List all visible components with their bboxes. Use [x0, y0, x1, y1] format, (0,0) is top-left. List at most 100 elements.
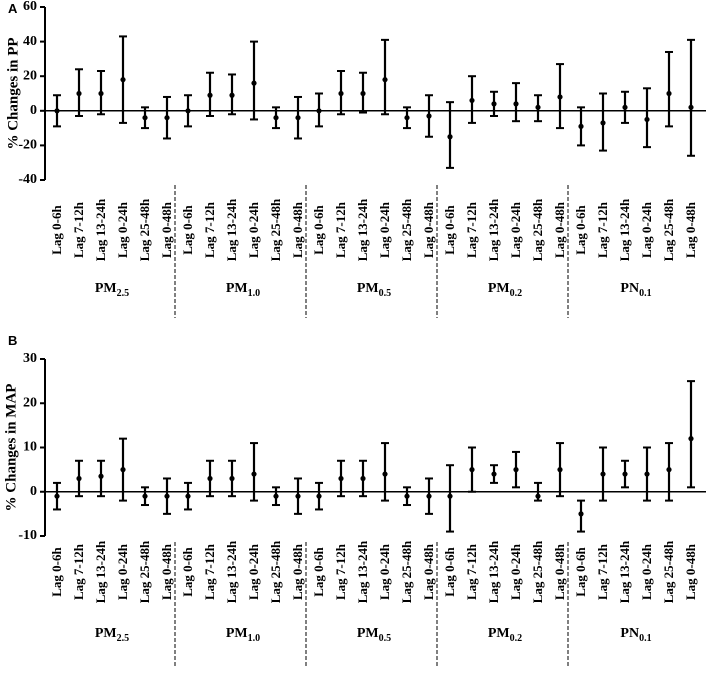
point-estimate: [513, 101, 519, 107]
x-tick-label: Lag 0-48h: [421, 201, 436, 258]
x-tick-label: Lag 0-24h: [508, 201, 523, 258]
point-estimate: [273, 115, 279, 121]
group-label: PM0.5: [357, 281, 391, 299]
point-estimate: [229, 475, 235, 482]
group-label: PN0.1: [620, 626, 651, 644]
group-label-sub: 0.2: [510, 288, 523, 299]
point-estimate: [600, 120, 606, 126]
x-tick-label: Lag 0-48h: [683, 201, 698, 258]
group-label-sub: 0.5: [379, 288, 392, 299]
x-tick-label: Lag 25-48h: [268, 540, 283, 603]
group-label-main: PN: [620, 281, 639, 296]
y-tick-label: 40: [23, 34, 37, 49]
point-estimate: [76, 475, 82, 482]
x-tick-label: Lag 7-12h: [595, 201, 610, 258]
y-tick-label: 0: [30, 484, 37, 499]
x-tick-label: Lag 0-24h: [115, 201, 130, 258]
point-estimate: [644, 116, 650, 123]
x-tick-label: Lag 0-48h: [159, 201, 174, 258]
point-estimate: [535, 104, 541, 110]
group-label-sub: 0.2: [510, 633, 523, 644]
x-tick-label: Lag 13-24h: [617, 540, 632, 603]
x-tick-label: Lag 13-24h: [617, 198, 632, 261]
x-tick-label: Lag 0-24h: [246, 201, 261, 258]
y-tick-label: 0: [30, 103, 37, 118]
x-tick-label: Lag 0-6h: [180, 204, 195, 254]
x-tick-label: Lag 13-24h: [224, 198, 239, 261]
x-tick-label: Lag 7-12h: [202, 543, 217, 600]
x-tick-label: Lag 25-48h: [137, 540, 152, 603]
x-tick-label: Lag 25-48h: [268, 198, 283, 261]
x-tick-label: Lag 7-12h: [202, 201, 217, 258]
x-tick-label: Lag 25-48h: [661, 540, 676, 603]
x-tick-label: Lag 0-48h: [552, 543, 567, 600]
x-tick-label: Lag 7-12h: [464, 543, 479, 600]
point-estimate: [535, 493, 541, 499]
group-label-sub: 2.5: [117, 288, 130, 299]
group-label-main: PM: [226, 626, 248, 641]
point-estimate: [185, 108, 191, 114]
group-label: PM1.0: [226, 626, 260, 644]
x-tick-label: Lag 0-24h: [377, 201, 392, 258]
x-tick-label: Lag 13-24h: [224, 540, 239, 603]
x-tick-label: Lag 7-12h: [333, 201, 348, 258]
point-estimate: [469, 467, 475, 473]
y-tick-label: 10: [23, 440, 37, 455]
point-estimate: [54, 108, 60, 114]
y-tick-label: 20: [23, 68, 37, 83]
point-estimate: [382, 471, 388, 477]
x-tick-label: Lag 0-48h: [683, 543, 698, 600]
point-estimate: [295, 115, 301, 121]
point-estimate: [98, 473, 104, 479]
x-tick-label: Lag 7-12h: [464, 201, 479, 258]
point-estimate: [622, 104, 628, 110]
x-tick-label: Lag 0-48h: [159, 543, 174, 600]
x-tick-label: Lag 0-24h: [377, 543, 392, 600]
point-estimate: [98, 90, 104, 97]
point-estimate: [469, 97, 475, 104]
y-tick-label: -10: [18, 528, 37, 543]
x-tick-label: Lag 0-6h: [311, 546, 326, 596]
group-label: PM2.5: [95, 626, 129, 644]
point-estimate: [142, 115, 148, 121]
x-tick-label: Lag 0-6h: [49, 546, 64, 596]
group-label-main: PM: [357, 281, 379, 296]
x-tick-label: Lag 0-48h: [290, 201, 305, 258]
group-label-sub: 0.5: [379, 633, 392, 644]
x-tick-label: Lag 0-6h: [311, 204, 326, 254]
group-label-main: PM: [488, 626, 510, 641]
group-label-main: PM: [95, 626, 117, 641]
group-label-sub: 0.1: [639, 633, 652, 644]
point-estimate: [120, 467, 126, 473]
y-tick-label: 20: [23, 395, 37, 410]
group-label-sub: 0.1: [639, 288, 652, 299]
point-estimate: [142, 493, 148, 499]
point-estimate: [207, 475, 213, 482]
x-tick-label: Lag 0-6h: [573, 546, 588, 596]
x-tick-label: Lag 13-24h: [355, 540, 370, 603]
x-tick-label: Lag 25-48h: [530, 198, 545, 261]
point-estimate: [185, 493, 191, 499]
y-tick-label: -20: [18, 138, 37, 153]
group-label-main: PM: [357, 626, 379, 641]
x-tick-label: Lag 13-24h: [355, 198, 370, 261]
point-estimate: [251, 80, 257, 86]
x-tick-label: Lag 25-48h: [399, 198, 414, 261]
point-estimate: [273, 493, 279, 499]
y-tick-label: -40: [18, 172, 37, 187]
group-label: PN0.1: [620, 281, 651, 299]
point-estimate: [295, 493, 301, 499]
x-tick-label: Lag 13-24h: [486, 540, 501, 603]
x-tick-label: Lag 0-6h: [442, 546, 457, 596]
point-estimate: [338, 90, 344, 97]
point-estimate: [578, 511, 584, 517]
point-estimate: [666, 90, 672, 97]
x-tick-label: Lag 0-48h: [290, 543, 305, 600]
group-label-sub: 2.5: [117, 633, 130, 644]
point-estimate: [164, 115, 170, 121]
x-tick-label: Lag 25-48h: [530, 540, 545, 603]
x-tick-label: Lag 7-12h: [595, 543, 610, 600]
point-estimate: [360, 90, 366, 97]
x-tick-label: Lag 0-24h: [246, 543, 261, 600]
